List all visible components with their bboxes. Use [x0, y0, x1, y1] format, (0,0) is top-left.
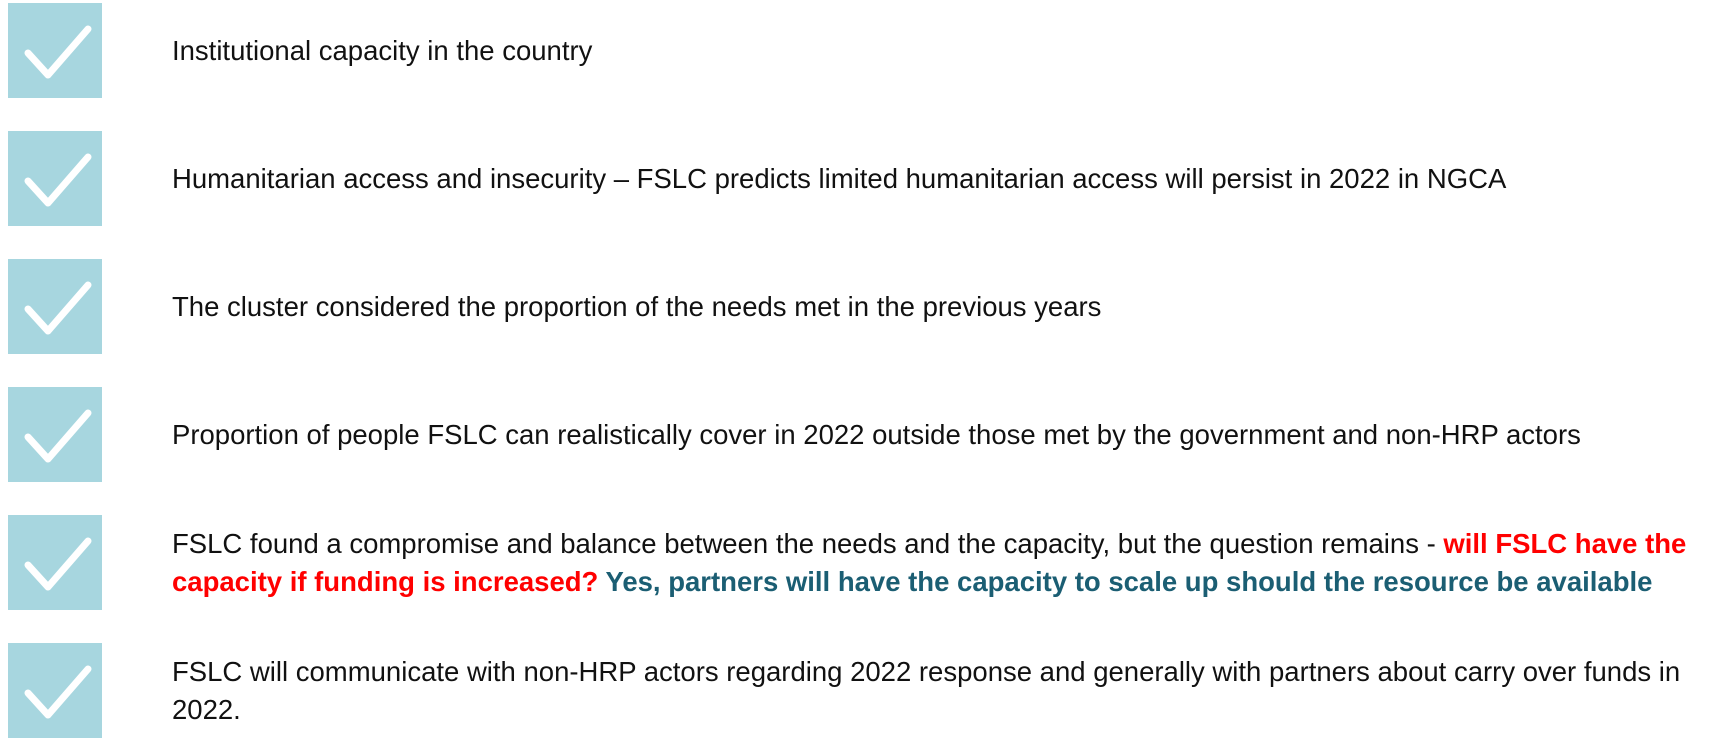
- checklist-item: Institutional capacity in the country: [8, 3, 1708, 98]
- item-text: FSLC will communicate with non-HRP actor…: [172, 653, 1702, 729]
- text-segment: FSLC found a compromise and balance betw…: [172, 527, 1444, 559]
- check-icon: [8, 259, 102, 354]
- item-text: Proportion of people FSLC can realistica…: [172, 416, 1702, 454]
- text-segment: Yes, partners will have the capacity to …: [598, 565, 1653, 597]
- text-segment: will FSLC have the capacity if funding i…: [172, 527, 1687, 597]
- checklist-item: FSLC will communicate with non-HRP actor…: [8, 643, 1708, 738]
- checklist-item: Proportion of people FSLC can realistica…: [8, 387, 1708, 482]
- item-text: The cluster considered the proportion of…: [172, 288, 1702, 326]
- text-segment: Proportion of people FSLC can realistica…: [172, 418, 1581, 450]
- text-segment: FSLC will communicate with non-HRP actor…: [172, 655, 1681, 725]
- checklist-item: The cluster considered the proportion of…: [8, 259, 1708, 354]
- checklist-item: Humanitarian access and insecurity – FSL…: [8, 131, 1708, 226]
- check-icon: [8, 3, 102, 98]
- item-text: Humanitarian access and insecurity – FSL…: [172, 160, 1702, 198]
- check-icon: [8, 131, 102, 226]
- item-text: Institutional capacity in the country: [172, 32, 1702, 70]
- text-segment: Institutional capacity in the country: [172, 34, 593, 66]
- check-icon: [8, 515, 102, 610]
- text-segment: Humanitarian access and insecurity – FSL…: [172, 162, 1507, 194]
- check-icon: [8, 643, 102, 738]
- text-segment: The cluster considered the proportion of…: [172, 290, 1102, 322]
- checklist-item: FSLC found a compromise and balance betw…: [8, 515, 1708, 610]
- check-icon: [8, 387, 102, 482]
- item-text: FSLC found a compromise and balance betw…: [172, 525, 1702, 601]
